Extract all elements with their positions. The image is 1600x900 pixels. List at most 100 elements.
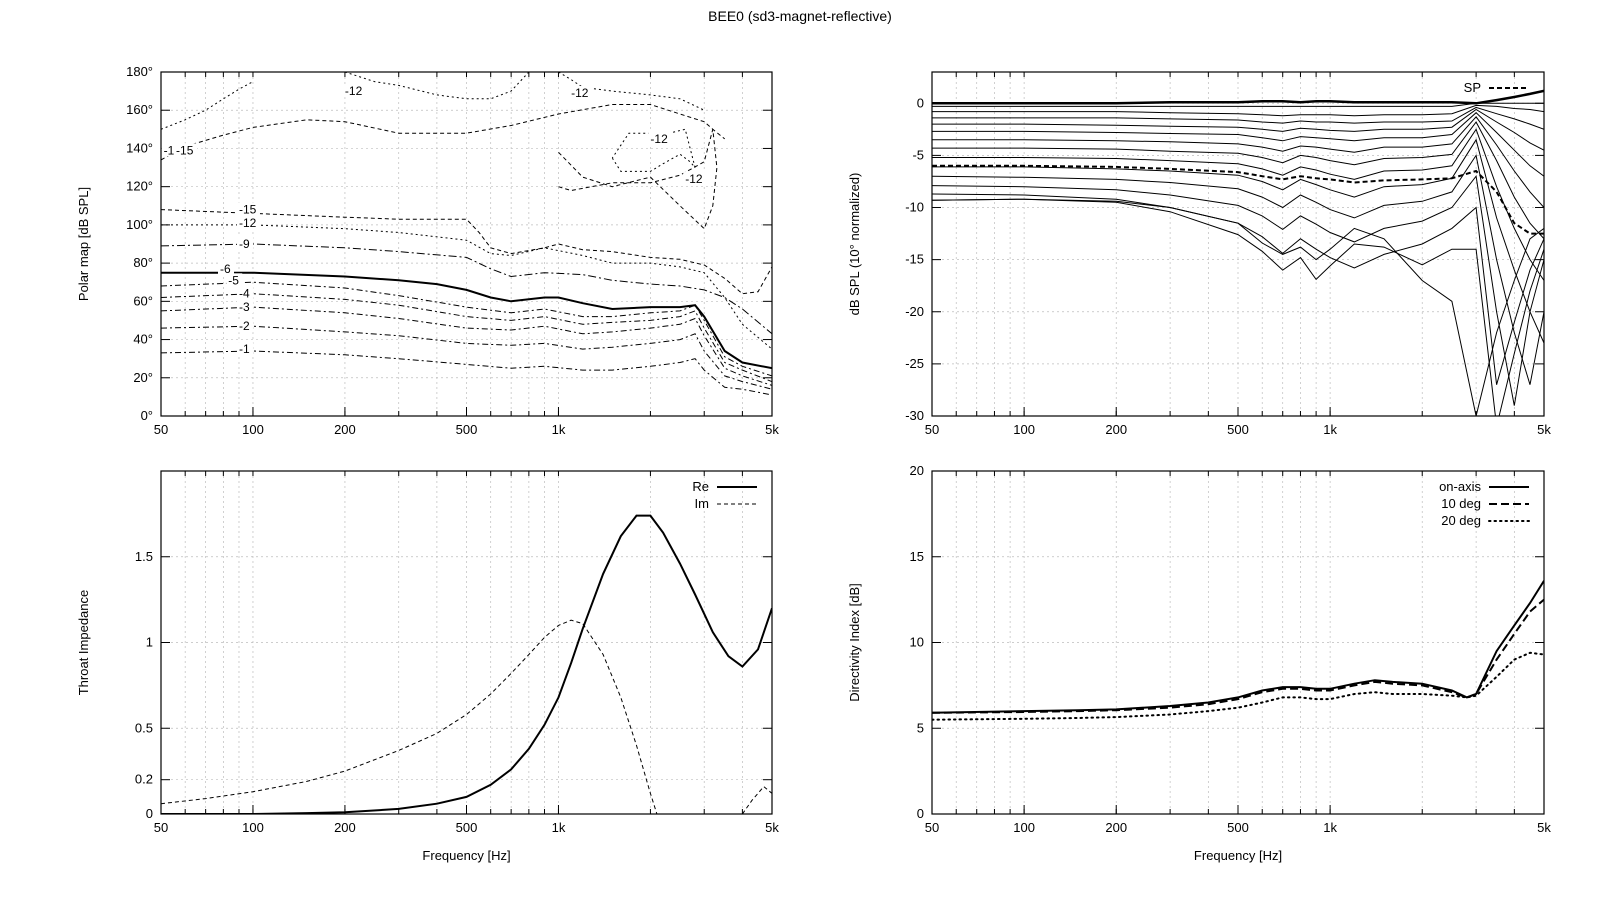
x-tick-label: 1k [552,820,566,835]
series-line-spl-8 [932,128,1544,281]
contour-label: -1 [239,342,250,356]
series-line-spl-0 [932,89,1544,105]
x-tick-label: 1k [1323,422,1337,437]
series-line-polar-8 [161,209,772,295]
x-tick-label: 100 [242,820,264,835]
series-line-spl-6 [932,116,1544,208]
series-group [161,72,772,396]
series-group [932,580,1544,721]
contour-label: -9 [239,237,250,251]
series-line-impedance-0 [161,514,772,814]
x-tick-label: 5k [765,820,779,835]
y-axis-label: dB SPL (10° normalized) [847,173,862,316]
contour-label-bg [569,86,593,100]
contour-label: -4 [239,287,250,301]
legend-label: 10 deg [1441,496,1481,511]
contour-label-bg [342,84,366,98]
y-tick-label: 1 [146,635,153,650]
series-line-polar-7 [161,224,772,350]
series-group [161,514,772,814]
contour-label-bg [174,143,198,157]
contour-label: -15 [239,203,257,217]
y-tick-label: 40° [133,332,153,347]
x-axis-label: Frequency [Hz] [1194,848,1282,863]
y-tick-label: 180° [126,64,153,79]
x-tick-label: 1k [552,422,566,437]
y-tick-label: 100° [126,217,153,232]
x-tick-label: 50 [925,422,939,437]
series-line-spl-4 [932,108,1544,151]
panel-impedance: 0 0.2 0.5 1 1.5 50 100 200 500 1k 5k Re Im Throat Imp… [76,470,779,863]
series-line-polar-11 [344,72,530,100]
contour-label: -12 [571,86,589,100]
x-tick-label: 50 [154,820,168,835]
y-tick-label: 0 [917,95,924,110]
y-tick-label: -10 [905,200,924,215]
panel-polar: 0° 20° 40° 60° 80° 100° 120° 140° 160° 180° 50 100 2… [76,64,779,437]
x-tick-label: 200 [334,422,356,437]
x-tick-label: 50 [154,422,168,437]
x-tick-label: 5k [765,422,779,437]
x-tick-label: 50 [925,820,939,835]
contour-label: -2 [239,319,250,333]
contour-label-bg [236,300,253,314]
series-line-directivity-1 [932,598,1544,714]
y-tick-label: 1.5 [135,549,153,564]
plot-frame [931,470,1545,815]
y-tick-label: -20 [905,304,924,319]
plot-frame [160,71,773,417]
legend-label: Re [692,479,709,494]
x-tick-label: 500 [1227,820,1249,835]
series-line-spl-10 [932,154,1544,385]
y-axis-label: Throat Impedance [76,590,91,696]
x-tick-label: 200 [1105,422,1127,437]
y-tick-label: 0.2 [135,772,153,787]
series-line-spl-14 [932,198,1544,416]
x-tick-label: 500 [456,422,478,437]
y-tick-label: -25 [905,356,924,371]
contour-label-bg [236,237,253,250]
series-line-polar-13 [558,129,718,230]
x-tick-label: 200 [334,820,356,835]
series-line-polar-5 [161,271,772,370]
series-line-polar-6 [161,243,772,335]
y-tick-label: 10 [910,635,924,650]
y-tick-label: 0° [141,408,153,423]
series-line-spl-13 [932,198,1544,416]
plot-frame [160,470,773,815]
series-line-polar-12 [558,72,705,111]
series-line-spl-1 [932,102,1544,107]
series-line-polar-1 [161,325,772,390]
series-line-spl-11 [932,174,1544,406]
y-axis-label: Directivity Index [dB] [847,583,862,702]
y-tick-label: 5 [917,720,924,735]
contour-label-bg [236,202,260,216]
series-line-spl-2 [932,104,1544,117]
series-line-spl-7 [932,121,1544,240]
panel-directivity: 0 5 10 15 20 50 100 200 500 1k 5k on-axis 10 deg 20 d… [847,463,1551,863]
y-tick-label: 120° [126,179,153,194]
y-tick-label: 20° [133,370,153,385]
series-line-polar-3 [161,293,772,383]
x-axis-label: Frequency [Hz] [422,848,510,863]
y-tick-label: 0 [146,806,153,821]
contour-label: -12 [345,84,363,98]
series-line-polar-0 [161,350,772,396]
contour-label: -12 [650,132,668,146]
y-tick-label: -30 [905,408,924,423]
contour-label: -6 [220,262,231,276]
contour-label-bg [226,273,243,287]
y-tick-label: 160° [126,102,153,117]
contour-label-bg [683,172,707,186]
y-tick-label: 0 [917,806,924,821]
x-tick-label: 200 [1105,820,1127,835]
contour-label-bg [236,215,260,229]
contour-label-bg [236,342,253,356]
legend-label: Im [695,496,709,511]
series-line-polar-10 [161,104,726,161]
series-line-polar-4 [161,281,772,377]
plot-frame [931,71,1545,417]
y-tick-label: 0.5 [135,720,153,735]
y-axis-label: Polar map [dB SPL] [76,187,91,301]
